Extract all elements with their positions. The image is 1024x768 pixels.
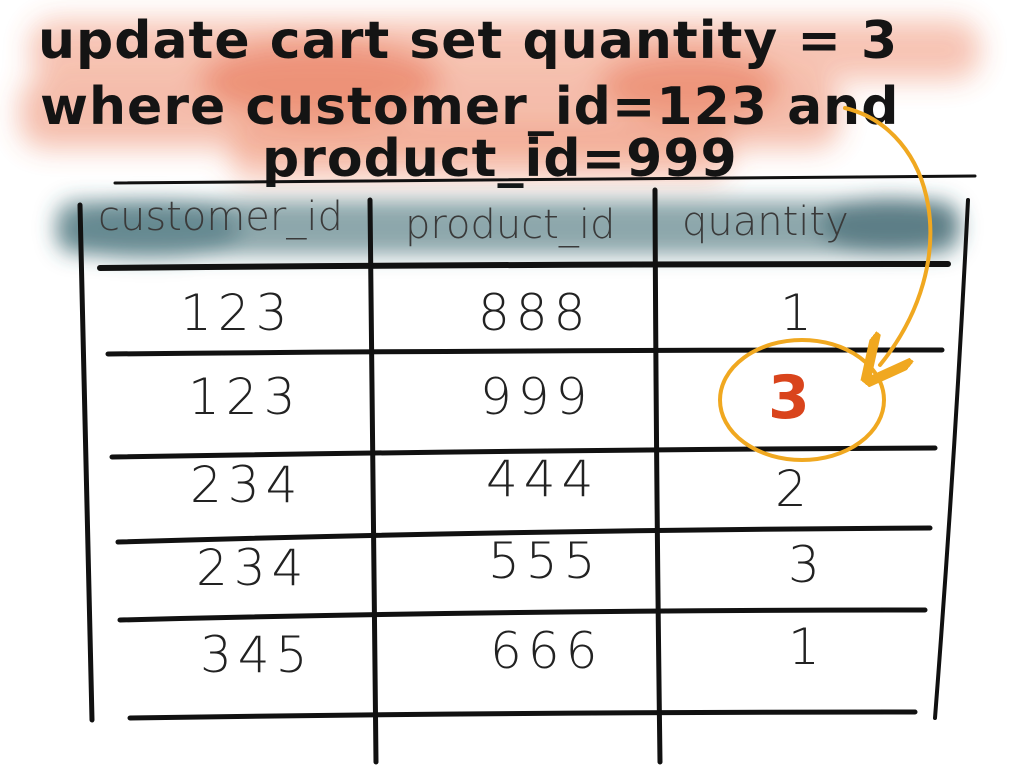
header-highlight-wash	[55, 197, 960, 260]
cell-product-id: 999	[480, 368, 593, 426]
table-bottom-border	[127, 709, 918, 721]
row-divider	[105, 347, 945, 357]
sql-statement: update cart set quantity = 3 where custo…	[38, 11, 899, 189]
cell-customer-id: 345	[200, 626, 313, 684]
cell-customer-id: 123	[180, 284, 293, 342]
cell-customer-id: 234	[190, 456, 303, 514]
cell-quantity: 1	[780, 284, 818, 342]
cell-product-id: 555	[488, 532, 601, 590]
cell-customer-id: 234	[196, 539, 309, 597]
table-row: 234 444 2	[190, 450, 813, 518]
cell-quantity: 2	[775, 460, 813, 518]
cell-product-id: 666	[490, 622, 603, 680]
update-annotation	[718, 106, 933, 462]
table-header: customer_id product_id quantity	[98, 194, 849, 248]
cell-customer-id: 123	[188, 368, 301, 426]
table-row-updated: 123 999 3	[188, 363, 810, 433]
header-product-id: product_id	[405, 202, 615, 248]
sql-highlight-wash	[20, 20, 980, 180]
header-quantity: quantity	[682, 199, 849, 245]
table-top-border	[113, 174, 977, 185]
row-divider	[109, 445, 938, 460]
cell-quantity-updated: 3	[768, 363, 810, 433]
sql-line-2: where customer_id=123 and	[40, 77, 899, 137]
cell-product-id: 888	[478, 284, 591, 342]
row-divider	[117, 607, 928, 623]
annotation-arrow	[843, 106, 933, 365]
cell-quantity: 1	[788, 618, 826, 676]
sql-line-1: update cart set quantity = 3	[38, 11, 898, 71]
column-divider	[367, 197, 379, 765]
left-border	[77, 202, 95, 723]
table-row: 345 666 1	[200, 618, 826, 684]
highlight-circle	[718, 338, 886, 462]
table-grid	[77, 174, 977, 765]
cell-quantity: 3	[788, 536, 826, 594]
header-customer-id: customer_id	[98, 194, 343, 240]
right-border	[933, 198, 970, 720]
cell-product-id: 444	[486, 450, 599, 508]
row-divider	[115, 525, 933, 545]
header-divider	[97, 261, 951, 271]
table-row: 234 555 3	[196, 532, 826, 597]
column-divider	[652, 187, 663, 765]
table-row: 123 888 1	[180, 284, 818, 342]
